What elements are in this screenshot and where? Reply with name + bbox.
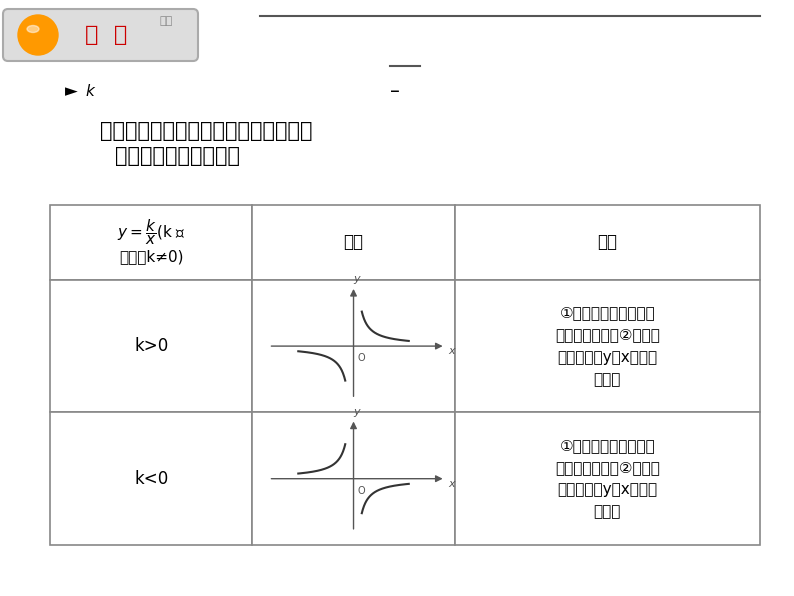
Bar xyxy=(50,280,252,412)
Text: 图像: 图像 xyxy=(344,234,364,252)
Bar xyxy=(252,280,455,412)
Text: ①双曲线的两支分别在
第二、四象限；②在每一
个象限内，y随x的增大
而增大: ①双曲线的两支分别在 第二、四象限；②在每一 个象限内，y随x的增大 而增大 xyxy=(555,438,660,520)
Text: 新  矢: 新 矢 xyxy=(85,25,127,45)
Text: 性质: 性质 xyxy=(597,234,618,252)
Text: k<0: k<0 xyxy=(134,470,168,488)
Text: y: y xyxy=(353,274,360,284)
Bar xyxy=(252,412,455,545)
Text: ①双曲线的两支分别在
第一、三象限；②在每一
个象限内，y随x的增大
而减小: ①双曲线的两支分别在 第一、三象限；②在每一 个象限内，y随x的增大 而减小 xyxy=(555,305,660,387)
Text: k>0: k>0 xyxy=(134,337,168,355)
Bar xyxy=(50,412,252,545)
Text: –: – xyxy=(390,82,400,101)
Bar xyxy=(50,205,252,280)
Text: y: y xyxy=(353,406,360,417)
Bar xyxy=(252,205,455,280)
Text: 常数，k≠0): 常数，k≠0) xyxy=(119,249,183,264)
Text: 第二: 第二 xyxy=(160,16,173,26)
Circle shape xyxy=(18,15,58,55)
Text: ►: ► xyxy=(65,82,78,100)
Text: O: O xyxy=(357,353,365,363)
Text: 反比例函数的图象是由两支曲线组成的: 反比例函数的图象是由两支曲线组成的 xyxy=(100,121,313,141)
Text: x: x xyxy=(449,346,455,356)
Text: $y=\dfrac{k}{x}$(k 为: $y=\dfrac{k}{x}$(k 为 xyxy=(117,218,186,247)
Bar xyxy=(455,280,760,412)
FancyBboxPatch shape xyxy=(3,9,198,61)
Text: （通常称为双曲线）．: （通常称为双曲线）． xyxy=(115,146,240,166)
Text: k: k xyxy=(85,83,94,98)
Bar xyxy=(455,412,760,545)
Ellipse shape xyxy=(27,26,39,33)
Bar xyxy=(455,205,760,280)
Text: x: x xyxy=(449,479,455,489)
Text: O: O xyxy=(357,486,365,496)
